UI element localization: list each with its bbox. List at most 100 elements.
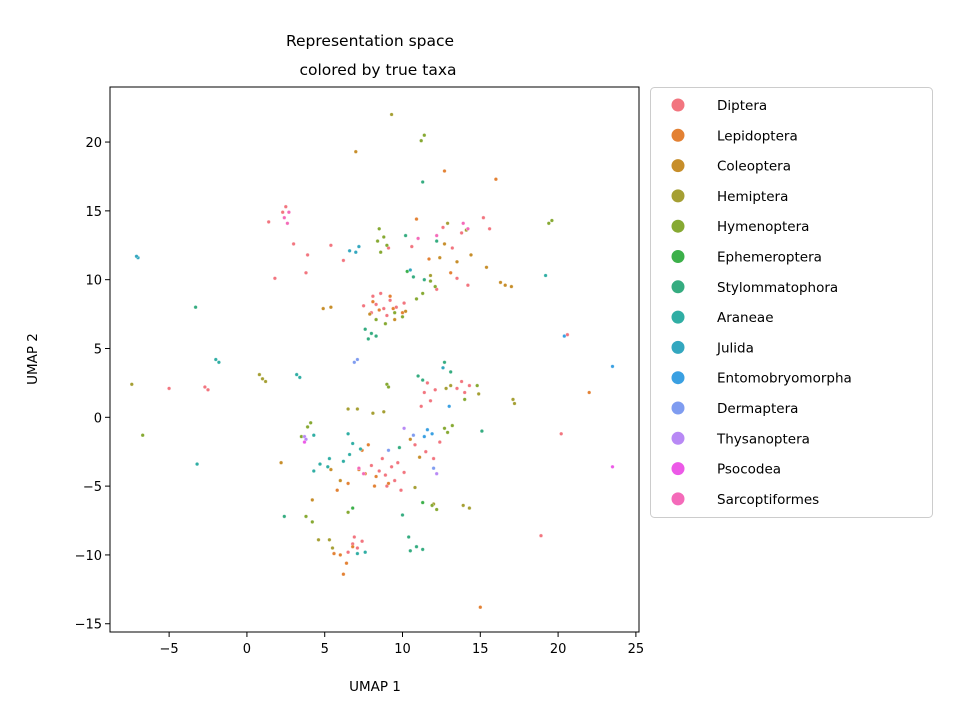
legend-marker-hemiptera xyxy=(671,189,685,203)
point-stylommatophora-12 xyxy=(442,360,447,365)
legend-marker-hymenoptera xyxy=(671,219,685,233)
point-coleoptera-17 xyxy=(498,280,503,285)
point-hymenoptera-10 xyxy=(400,314,405,319)
point-hemiptera-1 xyxy=(129,382,134,387)
legend-label-diptera: Diptera xyxy=(717,98,767,114)
legend-marker-lepidoptera xyxy=(671,128,685,142)
point-psocodea-1 xyxy=(302,440,307,445)
point-entomobryomorpha-4 xyxy=(422,434,427,439)
point-lepidoptera-4 xyxy=(388,294,393,299)
point-diptera-55 xyxy=(202,385,207,389)
point-diptera-61 xyxy=(455,276,459,281)
legend-marker-ephemeroptera xyxy=(671,250,685,263)
point-diptera-1 xyxy=(381,306,386,311)
point-thysanoptera-2 xyxy=(402,426,407,431)
legend-marker-entomobryomorpha xyxy=(671,371,685,385)
y-tick-label-3: 0 xyxy=(94,411,102,426)
point-araneae-12 xyxy=(216,360,221,365)
point-stylommatophora-2 xyxy=(411,274,416,279)
point-entomobryomorpha-2 xyxy=(425,427,430,432)
point-diptera-38 xyxy=(450,246,455,250)
point-diptera-33 xyxy=(352,535,357,539)
point-sarcoptiformes-0 xyxy=(286,210,291,215)
point-coleoptera-11 xyxy=(310,497,315,502)
point-diptera-45 xyxy=(280,210,285,215)
point-coleoptera-0 xyxy=(353,149,358,154)
legend-label-thysanoptera: Thysanoptera xyxy=(716,431,810,447)
point-diptera-20 xyxy=(422,390,427,395)
point-diptera-32 xyxy=(360,539,365,544)
point-araneae-8 xyxy=(347,452,352,457)
point-dermaptera-3 xyxy=(386,448,391,453)
point-julida-6 xyxy=(408,268,413,272)
point-hymenoptera-27 xyxy=(450,423,455,428)
x-tick-label-2: 5 xyxy=(321,642,329,657)
point-hemiptera-21 xyxy=(355,407,360,411)
point-stylommatophora-3 xyxy=(422,277,427,282)
point-hemiptera-23 xyxy=(381,409,386,414)
point-diptera-14 xyxy=(392,478,397,483)
point-sarcoptiformes-8 xyxy=(361,471,366,476)
point-hymenoptera-13 xyxy=(414,296,419,301)
y-tick-label-7: 20 xyxy=(85,136,102,151)
point-stylommatophora-8 xyxy=(374,334,379,339)
point-stylommatophora-18 xyxy=(420,547,425,552)
legend-label-sarcoptiformes: Sarcoptiformes xyxy=(717,492,819,508)
point-diptera-30 xyxy=(355,546,360,550)
point-sarcoptiformes-1 xyxy=(282,215,287,220)
legend: Diptera Lepidoptera Coleoptera Hemiptera Hym… xyxy=(671,98,852,508)
point-hemiptera-10 xyxy=(476,391,481,396)
point-lepidoptera-18 xyxy=(587,390,592,395)
y-tick-label-6: 15 xyxy=(85,205,102,220)
point-diptera-31 xyxy=(346,550,351,555)
point-stylommatophora-10 xyxy=(416,374,421,378)
point-diptera-36 xyxy=(413,442,417,447)
point-coleoptera-14 xyxy=(408,437,413,442)
point-diptera-27 xyxy=(467,383,472,388)
point-thysanoptera-3 xyxy=(434,471,439,476)
point-hemiptera-11 xyxy=(461,503,466,508)
point-diptera-26 xyxy=(462,390,467,395)
point-hymenoptera-11 xyxy=(374,317,379,322)
point-stylommatophora-15 xyxy=(400,513,405,517)
legend-label-ephemeroptera: Ephemeroptera xyxy=(717,250,822,266)
point-diptera-39 xyxy=(459,230,464,235)
point-hymenoptera-23 xyxy=(308,420,313,425)
point-julida-1 xyxy=(134,254,139,259)
point-hymenoptera-15 xyxy=(428,279,433,284)
point-hemiptera-3 xyxy=(260,376,265,381)
x-axis-label: UMAP 1 xyxy=(349,679,401,695)
legend-label-entomobryomorpha: Entomobryomorpha xyxy=(717,371,852,387)
y-tick-label-2: −5 xyxy=(83,480,102,495)
point-lepidoptera-14 xyxy=(350,544,355,549)
point-araneae-6 xyxy=(311,469,316,473)
point-hemiptera-7 xyxy=(330,546,335,550)
point-lepidoptera-9 xyxy=(372,484,377,489)
point-lepidoptera-13 xyxy=(332,551,336,556)
point-diptera-50 xyxy=(305,252,310,257)
point-stylommatophora-7 xyxy=(369,331,374,336)
point-stylommatophora-9 xyxy=(366,336,371,341)
point-hymenoptera-16 xyxy=(433,284,438,289)
point-hymenoptera-28 xyxy=(445,430,450,435)
point-hemiptera-18 xyxy=(413,485,417,490)
point-stylommatophora-20 xyxy=(479,429,484,434)
legend-marker-julida xyxy=(671,340,685,354)
point-hymenoptera-24 xyxy=(305,424,310,429)
point-lepidoptera-23 xyxy=(448,270,453,275)
x-tick-label-0: −5 xyxy=(160,642,179,657)
point-lepidoptera-16 xyxy=(346,481,351,486)
point-coleoptera-13 xyxy=(338,478,343,483)
point-lepidoptera-0 xyxy=(377,308,382,312)
point-diptera-28 xyxy=(459,379,464,384)
point-araneae-13 xyxy=(294,372,299,377)
point-hemiptera-0 xyxy=(389,112,394,117)
point-stylommatophora-11 xyxy=(420,378,425,383)
point-araneae-7 xyxy=(325,464,330,469)
point-diptera-15 xyxy=(369,463,374,468)
legend-marker-stylommatophora xyxy=(671,280,685,294)
point-hemiptera-20 xyxy=(346,407,351,411)
point-araneae-5 xyxy=(318,462,322,467)
y-tick-label-1: −10 xyxy=(75,549,102,564)
point-stylommatophora-19 xyxy=(408,548,413,553)
